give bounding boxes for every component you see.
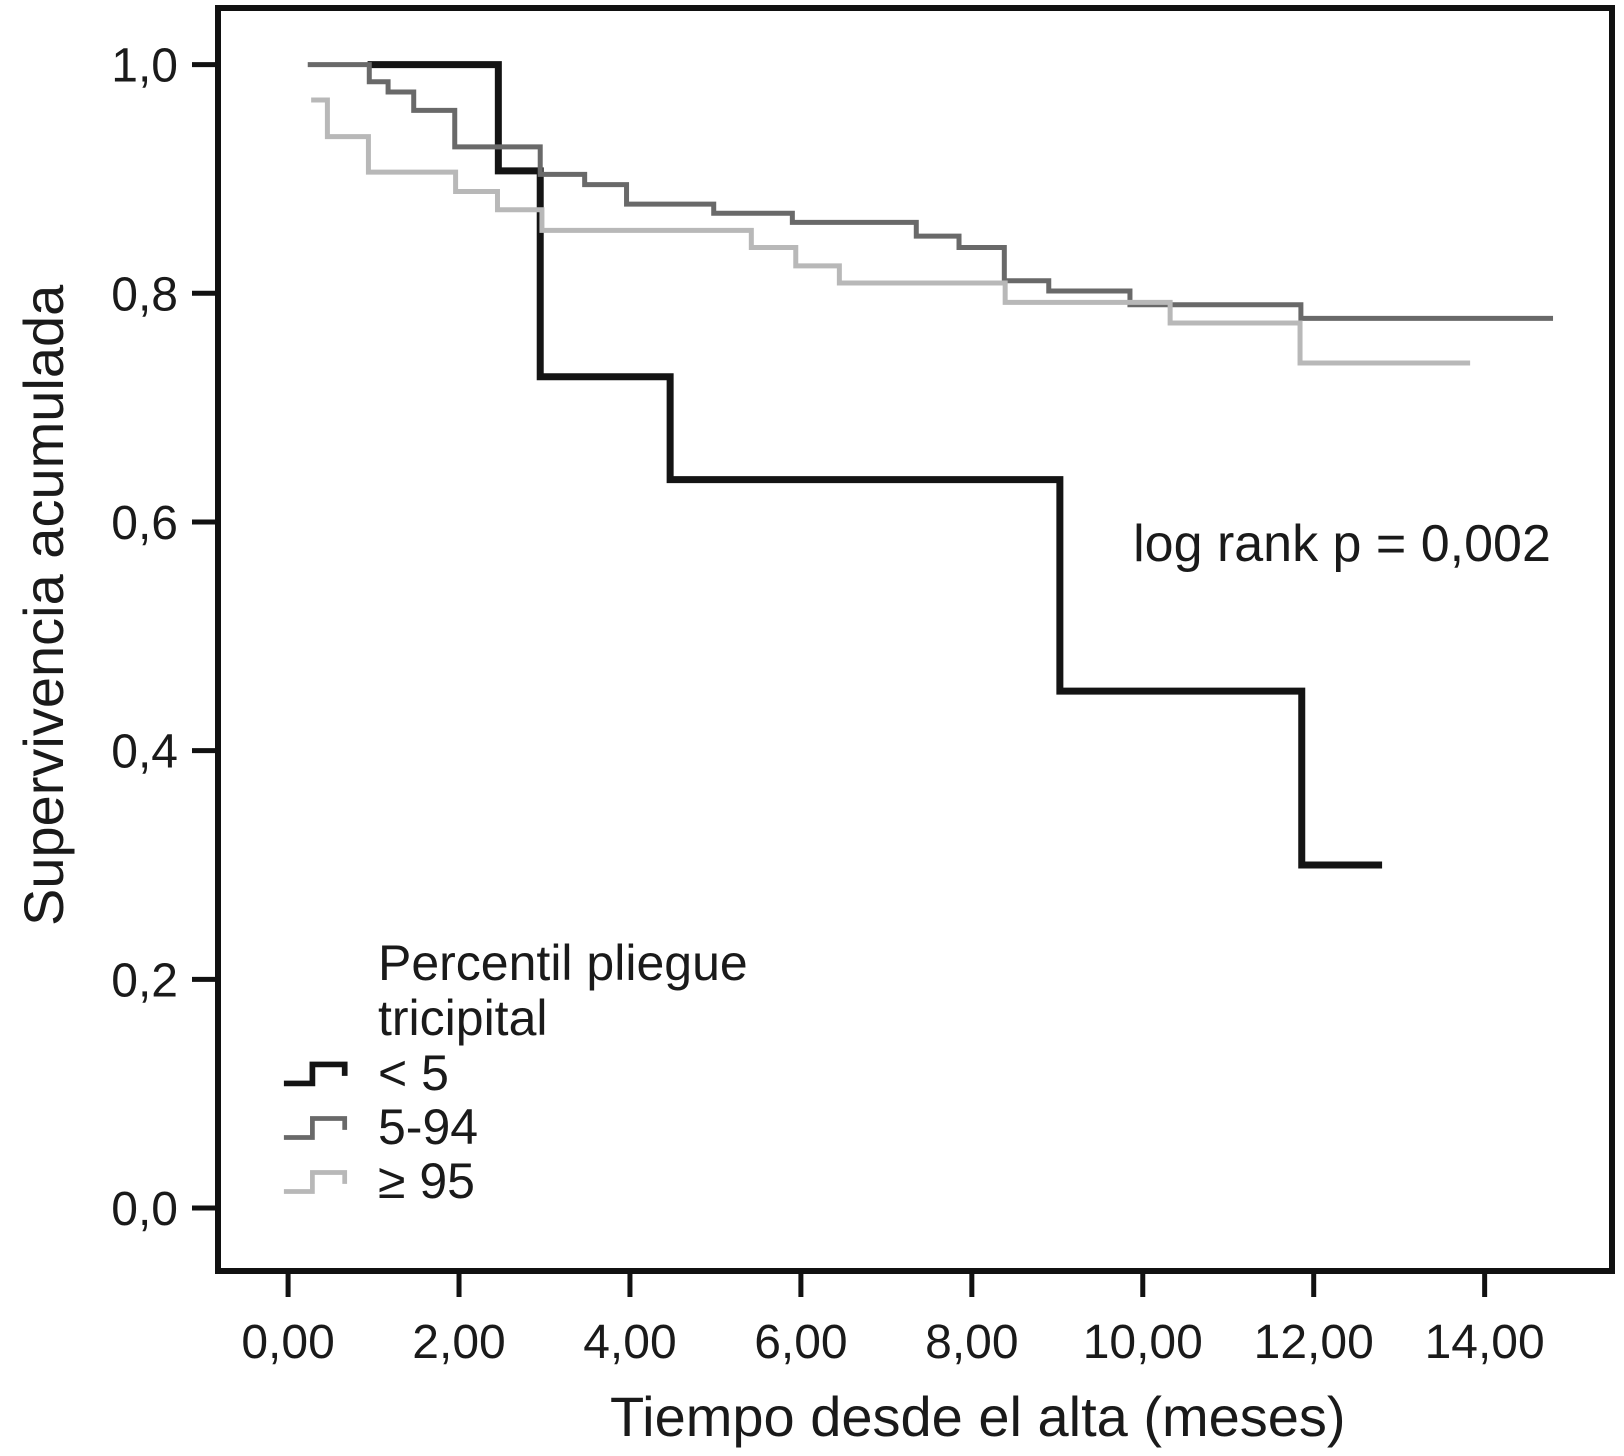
x-tick-label: 10,00 [1083, 1316, 1203, 1369]
legend-key-line-ge95 [283, 1170, 348, 1194]
legend-title: Percentil pliegue tricipital [378, 935, 748, 1046]
legend: Percentil pliegue tricipital < 5 5-94 ≥ … [282, 936, 802, 1209]
legend-item-5-94: 5-94 [282, 1099, 802, 1155]
legend-label-5-94: 5-94 [378, 1099, 479, 1155]
plot-frame [215, 5, 1615, 1274]
y-tick-label: 0,6 [111, 497, 178, 550]
x-axis-title: Tiempo desde el alta (meses) [610, 1385, 1346, 1448]
legend-label-lt5: < 5 [378, 1045, 449, 1101]
legend-item-ge95: ≥ 95 [282, 1153, 802, 1209]
y-tick-label: 0,2 [111, 954, 178, 1007]
y-tick-label: 0,4 [111, 726, 178, 779]
y-tick-label: 0,0 [111, 1183, 178, 1236]
y-tick-label: 0,8 [111, 268, 178, 321]
legend-key-step-icon [283, 1116, 348, 1140]
log-rank-annotation: log rank p = 0,002 [1133, 515, 1551, 573]
survival-curve-5to94 [307, 62, 1554, 321]
y-tick-label: 1,0 [111, 40, 178, 93]
y-axis-title: Supervivencia acumulada [12, 284, 75, 926]
x-tick-label: 12,00 [1254, 1316, 1374, 1369]
x-tick-label: 14,00 [1425, 1316, 1545, 1369]
x-tick-label: 6,00 [754, 1316, 847, 1369]
legend-key-line-lt5 [283, 1061, 348, 1087]
legend-key-line-5-94 [283, 1116, 348, 1140]
legend-item-lt5: < 5 [282, 1045, 802, 1101]
x-tick-label: 4,00 [583, 1316, 676, 1369]
x-tick-label: 2,00 [412, 1316, 505, 1369]
legend-key-step-icon [283, 1170, 348, 1194]
x-tick-label: 0,00 [241, 1316, 334, 1369]
survival-curve-ge95 [311, 97, 1471, 366]
x-tick-label: 8,00 [925, 1316, 1018, 1369]
legend-label-ge95: ≥ 95 [378, 1153, 475, 1209]
survival-curve-lt5 [367, 61, 1383, 869]
legend-key-step-icon [283, 1061, 348, 1087]
